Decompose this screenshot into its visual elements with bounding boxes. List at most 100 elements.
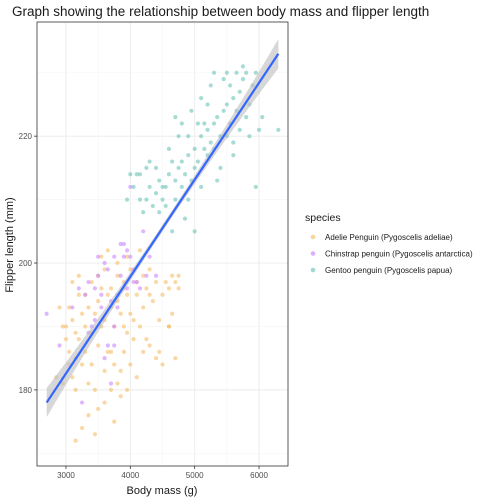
data-point <box>96 273 101 278</box>
data-point <box>131 184 136 190</box>
data-point <box>160 292 165 297</box>
data-point <box>147 292 152 297</box>
data-point <box>99 254 104 259</box>
data-point <box>83 292 88 297</box>
data-point <box>208 83 213 88</box>
data-point <box>179 184 184 190</box>
data-point <box>176 273 181 278</box>
data-point <box>192 165 197 170</box>
data-point <box>118 394 123 399</box>
data-point <box>253 184 258 190</box>
data-point <box>67 305 72 310</box>
legend-label: Gentoo penguin (Pygoscelis papua) <box>325 266 453 275</box>
data-point <box>224 70 229 75</box>
data-point <box>186 197 191 202</box>
data-point <box>182 172 188 177</box>
data-point <box>105 292 110 297</box>
data-point <box>170 311 175 316</box>
series-1 <box>54 248 181 443</box>
data-point <box>44 311 49 316</box>
data-point <box>57 343 62 348</box>
data-point <box>102 260 107 266</box>
data-point <box>144 286 149 291</box>
data-point <box>96 406 101 412</box>
legend-item: Chinstrap penguin (Pygoscelis antarctica… <box>310 250 473 259</box>
data-point <box>134 375 139 380</box>
data-point <box>237 89 242 94</box>
data-point <box>144 165 149 170</box>
legend: species Adelie Penguin (Pygoscelis adeli… <box>305 212 473 275</box>
data-point <box>70 318 75 323</box>
data-point <box>128 311 133 316</box>
data-point <box>157 349 162 354</box>
data-point <box>76 292 81 297</box>
data-point <box>99 305 104 310</box>
data-point <box>195 159 200 164</box>
data-point <box>153 191 159 196</box>
data-point <box>141 210 146 215</box>
data-point <box>118 311 123 316</box>
y-tick-label: 180 <box>19 386 33 395</box>
data-point <box>153 165 159 170</box>
data-point <box>128 254 133 259</box>
data-point <box>76 286 81 291</box>
data-point <box>141 273 146 278</box>
data-point <box>147 184 152 190</box>
data-point <box>63 324 69 329</box>
data-point <box>125 254 130 259</box>
data-point <box>166 146 172 151</box>
x-tick-label: 6000 <box>250 471 268 480</box>
data-point <box>244 70 249 75</box>
data-point <box>160 184 165 190</box>
panel-border <box>36 21 289 467</box>
data-point <box>179 121 184 126</box>
data-point <box>92 311 98 316</box>
data-point <box>202 121 207 126</box>
data-point <box>115 260 120 266</box>
data-point <box>137 324 143 329</box>
data-point <box>166 172 172 177</box>
data-point <box>105 248 110 253</box>
data-point <box>79 362 85 367</box>
data-point <box>79 425 85 431</box>
data-point <box>147 343 152 348</box>
data-point <box>89 279 94 285</box>
data-point <box>244 115 249 120</box>
data-point <box>173 178 178 183</box>
data-point <box>176 286 181 291</box>
data-point <box>189 108 194 113</box>
data-point <box>121 349 126 354</box>
y-tick-label: 220 <box>19 132 33 141</box>
data-point <box>166 286 172 291</box>
data-point <box>231 96 236 101</box>
data-point <box>144 273 149 278</box>
data-point <box>141 229 146 234</box>
data-point <box>192 229 197 234</box>
data-point <box>137 197 143 202</box>
axes: 3000 4000 5000 6000 180 200 220 <box>19 132 269 480</box>
data-point <box>108 381 114 386</box>
data-point <box>125 330 130 335</box>
data-point <box>70 305 75 310</box>
data-point <box>224 102 229 107</box>
data-point <box>144 197 149 202</box>
data-point <box>125 197 130 202</box>
data-point <box>67 349 72 354</box>
data-point <box>76 337 81 342</box>
data-point <box>121 241 126 247</box>
data-point <box>173 279 178 285</box>
legend-item: Gentoo penguin (Pygoscelis papua) <box>310 266 453 275</box>
legend-key <box>310 267 316 273</box>
x-tick-label: 4000 <box>121 471 139 480</box>
data-point <box>89 362 94 367</box>
data-point <box>115 273 120 278</box>
data-point <box>153 279 159 285</box>
legend-label: Adelie Penguin (Pygoscelis adeliae) <box>325 233 453 242</box>
data-point <box>173 356 178 361</box>
data-point <box>192 146 197 151</box>
data-point <box>99 286 104 291</box>
data-point <box>215 178 220 183</box>
data-point <box>92 286 98 291</box>
y-tick-label: 200 <box>19 259 33 268</box>
